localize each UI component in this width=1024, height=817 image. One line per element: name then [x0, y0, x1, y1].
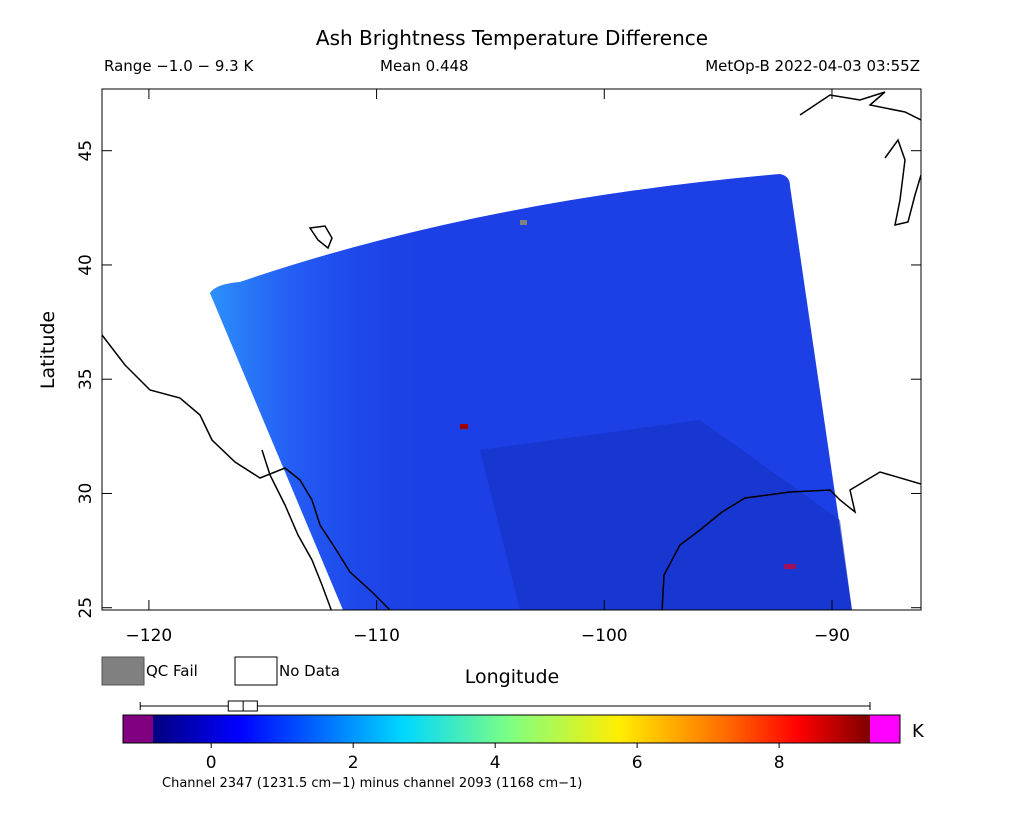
- range-text: Range −1.0 − 9.3 K: [104, 57, 254, 75]
- swath-dark: [480, 420, 852, 610]
- colorbar-tick-label: 0: [206, 753, 217, 773]
- hot-pixel: [460, 424, 468, 429]
- colorbar-over: [870, 715, 900, 743]
- plot-frame: [101, 88, 922, 611]
- colorbar-tick-label: 6: [632, 753, 643, 773]
- title: Ash Brightness Temperature Difference: [316, 26, 708, 50]
- legend-label: No Data: [279, 662, 340, 680]
- source-text: MetOp-B 2022-04-03 03:55Z: [705, 57, 920, 75]
- colorbar-tick-label: 2: [348, 753, 359, 773]
- y-tick-label: 35: [76, 368, 96, 390]
- coastlines: [102, 91, 921, 610]
- x-tick-label: −110: [353, 626, 400, 646]
- legend-label: QC Fail: [146, 662, 198, 680]
- y-tick-label: 25: [76, 597, 96, 619]
- x-label: Longitude: [465, 666, 560, 688]
- x-tick-label: −100: [581, 626, 628, 646]
- y-tick-label: 45: [76, 140, 96, 162]
- x-tick-label: −90: [814, 626, 850, 646]
- qc-fail-pixel: [520, 220, 527, 225]
- colorbar-under: [123, 715, 153, 743]
- colorbar-frame: [122, 714, 901, 744]
- colorbar-tick-label: 8: [774, 753, 785, 773]
- y-tick-label: 30: [76, 483, 96, 505]
- x-tick-label: −120: [126, 626, 173, 646]
- mean-text: Mean 0.448: [380, 57, 469, 75]
- colorbar: [153, 715, 870, 743]
- colorbar-unit: K: [912, 721, 925, 742]
- colorbar-tick-label: 4: [490, 753, 501, 773]
- hot-pixel: [784, 564, 796, 569]
- map-layer: [102, 91, 921, 610]
- y-label: Latitude: [37, 311, 59, 389]
- legend-swatch: [234, 656, 278, 686]
- legend-swatch: [101, 656, 145, 686]
- y-tick-label: 40: [76, 254, 96, 276]
- footnote: Channel 2347 (1231.5 cm−1) minus channel…: [162, 776, 582, 791]
